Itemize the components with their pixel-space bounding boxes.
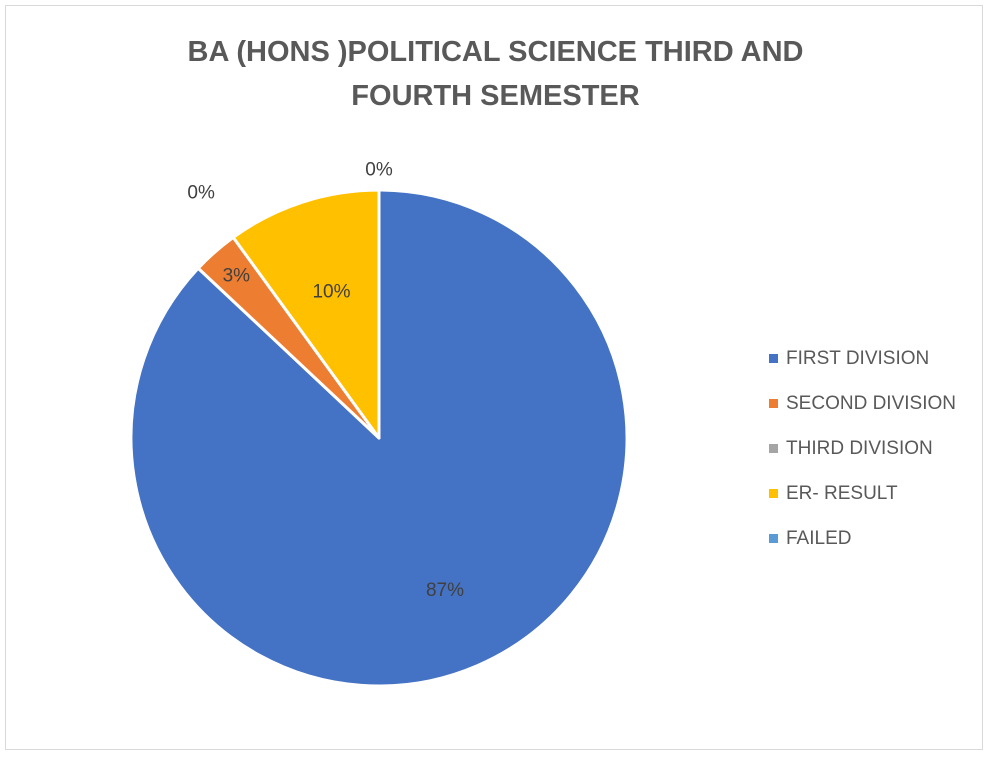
legend-swatch xyxy=(769,354,778,363)
legend-item-first-division: FIRST DIVISION xyxy=(769,336,956,381)
data-label-first-division: 87% xyxy=(426,580,464,601)
legend-item-er-result: ER- RESULT xyxy=(769,471,956,516)
data-label-second-division: 3% xyxy=(223,266,251,287)
legend-item-second-division: SECOND DIVISION xyxy=(769,381,956,426)
legend-item-third-division: THIRD DIVISION xyxy=(769,426,956,471)
pie-slice-er-result xyxy=(231,188,381,440)
chart-title-line-2: FOURTH SEMESTER xyxy=(351,80,640,112)
legend-label: THIRD DIVISION xyxy=(786,437,933,459)
legend-swatch xyxy=(769,534,778,543)
legend-item-failed: FAILED xyxy=(769,516,956,561)
data-label-er-result: 10% xyxy=(312,281,350,302)
legend-label: ER- RESULT xyxy=(786,482,898,504)
legend-swatch xyxy=(769,444,778,453)
chart-title-line-1: BA (HONS )POLITICAL SCIENCE THIRD AND xyxy=(187,36,804,68)
data-label-third-division: 0% xyxy=(187,183,215,204)
data-label-failed: 0% xyxy=(365,160,393,181)
legend-swatch xyxy=(769,489,778,498)
legend-label: FAILED xyxy=(786,527,852,549)
legend-swatch xyxy=(769,399,778,408)
chart-legend: FIRST DIVISION SECOND DIVISION THIRD DIV… xyxy=(769,336,956,561)
legend-label: FIRST DIVISION xyxy=(786,347,930,369)
chart-title: BA (HONS )POLITICAL SCIENCE THIRD AND FO… xyxy=(0,30,991,118)
legend-label: SECOND DIVISION xyxy=(786,392,956,414)
